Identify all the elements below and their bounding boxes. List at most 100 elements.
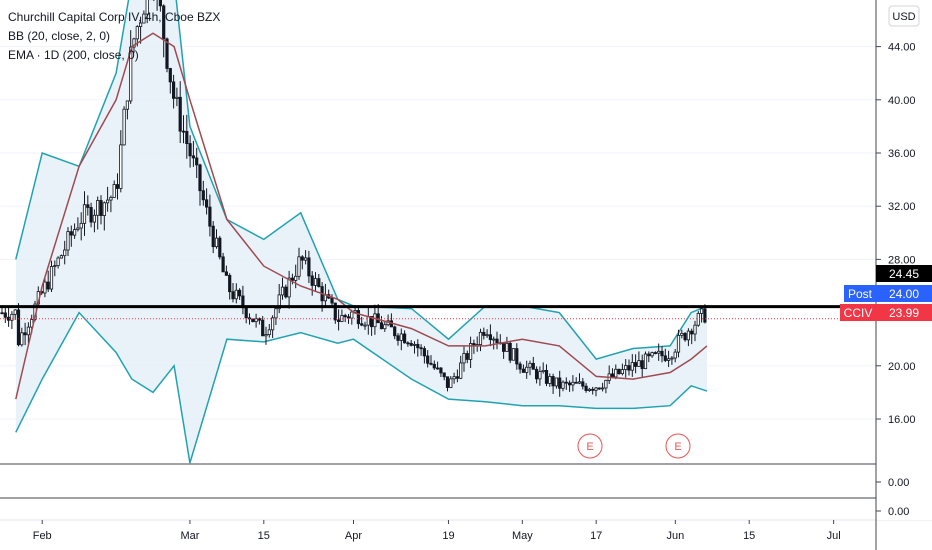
- candle: [634, 354, 638, 374]
- candle: [459, 355, 463, 380]
- candle: [604, 379, 608, 394]
- candle: [13, 309, 17, 320]
- candle: [650, 351, 654, 358]
- candle: [3, 307, 7, 323]
- candle: [445, 376, 450, 392]
- candle: [224, 265, 228, 276]
- candle: [601, 382, 605, 392]
- candle: [508, 341, 512, 364]
- price-tick-label: 36.00: [888, 148, 916, 160]
- candle: [696, 311, 700, 327]
- price-axis-background[interactable]: [876, 0, 932, 520]
- candle: [158, 0, 162, 12]
- candle: [264, 326, 268, 345]
- price-tick-label: 28.00: [888, 254, 916, 266]
- candle: [76, 217, 80, 232]
- price-tick-label: 16.00: [888, 414, 916, 426]
- candle: [303, 250, 308, 265]
- candle: [79, 212, 83, 241]
- candle: [204, 188, 209, 215]
- candle: [617, 368, 621, 375]
- candle: [429, 355, 433, 366]
- candle: [175, 87, 179, 107]
- sub-pane-value-label: 0.00: [888, 506, 909, 518]
- sub-pane-value-label: 0.00: [888, 477, 909, 489]
- symbol-label: CCIV: [844, 306, 873, 320]
- candle: [257, 317, 262, 325]
- candle: [142, 10, 146, 24]
- bollinger-band-fill: [15, 0, 707, 463]
- time-tick-label: May: [512, 530, 533, 542]
- bollinger-lower-line: [15, 311, 708, 464]
- candle: [505, 336, 509, 352]
- earnings-marker-1[interactable]: E: [577, 433, 603, 459]
- candle: [419, 344, 423, 356]
- candle: [551, 373, 555, 394]
- candle: [237, 288, 242, 300]
- candle: [363, 321, 367, 330]
- candle: [452, 372, 456, 384]
- time-tick-label: Mar: [180, 530, 199, 542]
- candle: [287, 270, 291, 309]
- candle: [115, 173, 120, 200]
- time-axis[interactable]: Feb Mar 15 Apr 19 May 17 Jun 15 Jul: [33, 520, 841, 542]
- candle: [274, 306, 278, 325]
- symbol-title[interactable]: Churchill Capital Corp IV, 4h, Cboe BZX: [8, 10, 221, 24]
- candle: [168, 67, 172, 94]
- candle: [20, 327, 24, 347]
- candle: [46, 270, 50, 292]
- time-tick-label: Jul: [827, 530, 841, 542]
- candle: [571, 375, 575, 392]
- candle: [518, 361, 522, 374]
- level-price-value: 24.45: [889, 267, 919, 281]
- candle: [690, 328, 694, 345]
- candle: [300, 255, 304, 270]
- price-axis-labels: 44.00 40.00 36.00 32.00 28.00 20.00 16.00: [876, 42, 916, 426]
- sub-pane-labels: 0.00 0.00: [876, 477, 909, 518]
- candle: [43, 277, 47, 298]
- candle: [439, 367, 443, 378]
- candle: [393, 325, 397, 340]
- candle: [647, 351, 651, 363]
- candle: [383, 320, 387, 332]
- candle: [195, 147, 199, 179]
- candle: [231, 282, 235, 303]
- candle: [198, 163, 202, 206]
- candle: [313, 272, 318, 292]
- candle: [112, 180, 116, 198]
- candle: [267, 324, 271, 338]
- candle: [191, 140, 195, 167]
- candle: [373, 304, 377, 335]
- indicator-bb-label[interactable]: BB (20, close, 2, 0): [8, 29, 111, 43]
- post-market-label: Post: [848, 287, 873, 301]
- candle: [564, 377, 568, 390]
- currency-button[interactable]: USD: [888, 5, 920, 27]
- candle: [422, 346, 427, 364]
- price-tick-label: 40.00: [888, 95, 916, 107]
- candle: [317, 273, 321, 288]
- candle: [284, 284, 288, 299]
- candle: [66, 227, 70, 256]
- candle: [336, 309, 341, 331]
- candle: [495, 331, 499, 350]
- post-market-value: 24.00: [889, 287, 919, 301]
- candle: [535, 366, 539, 384]
- candle: [96, 196, 100, 230]
- candle: [488, 324, 493, 347]
- candle: [102, 201, 106, 231]
- candle: [541, 362, 545, 374]
- candle: [360, 316, 364, 327]
- candle: [53, 260, 57, 277]
- level-price-badge: 24.45: [876, 265, 932, 282]
- candle: [426, 350, 430, 368]
- candle: [693, 320, 697, 342]
- candle: [667, 350, 671, 368]
- candle: [568, 380, 572, 392]
- candle: [435, 361, 440, 370]
- earnings-marker-2[interactable]: E: [665, 433, 691, 459]
- candle: [73, 223, 77, 239]
- candle: [643, 351, 648, 370]
- candle: [106, 186, 110, 212]
- indicator-ema-label[interactable]: EMA · 1D (200, close, 0): [8, 48, 139, 62]
